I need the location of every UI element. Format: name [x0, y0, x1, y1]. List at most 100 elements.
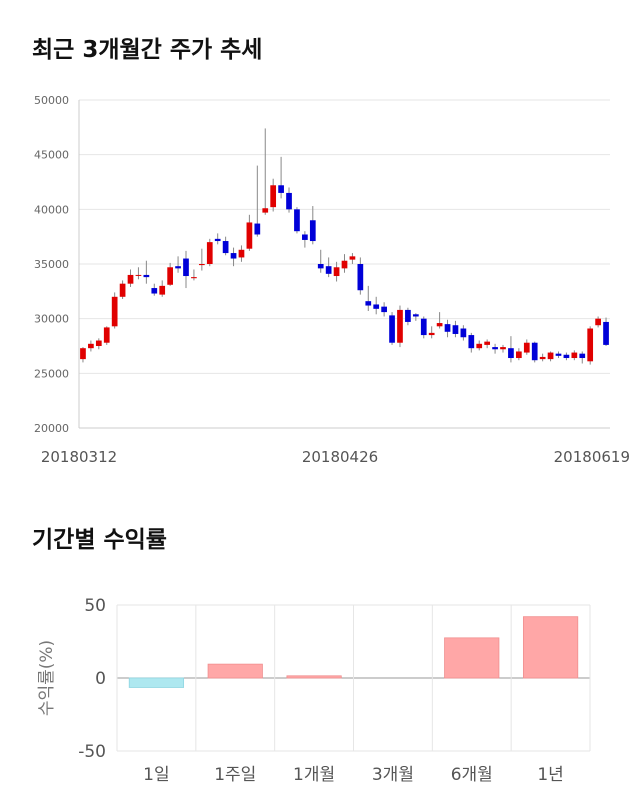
candle — [143, 260, 150, 284]
candle — [516, 348, 522, 361]
candle-body — [230, 253, 237, 259]
candle-body — [183, 258, 189, 277]
candle-body — [365, 301, 372, 306]
candle — [175, 256, 181, 273]
candle — [270, 178, 277, 212]
candle — [523, 339, 530, 355]
x-tick-label: 20180312 — [41, 448, 117, 466]
candle — [563, 352, 570, 361]
x-tick-label: 1개월 — [293, 765, 335, 785]
candle-body — [571, 352, 578, 359]
candle-body — [302, 234, 308, 240]
candle — [103, 326, 110, 345]
candle-body — [579, 353, 586, 359]
candle-body — [159, 285, 166, 295]
candle-body — [412, 314, 419, 317]
candle-body — [206, 242, 213, 264]
candle-body — [175, 266, 181, 269]
candle-body — [278, 185, 284, 193]
candle — [365, 285, 372, 312]
candle — [111, 292, 118, 329]
candle — [428, 326, 435, 339]
candle-body — [151, 288, 158, 294]
candle-body — [214, 238, 221, 242]
candle — [555, 351, 562, 359]
bar — [286, 675, 342, 679]
candle — [484, 339, 491, 349]
candle-body — [88, 343, 94, 349]
candle-body — [143, 274, 150, 278]
candle-body — [80, 348, 86, 360]
candle-body — [167, 267, 173, 285]
candle-body — [389, 315, 395, 343]
candle — [444, 319, 451, 338]
candle-body — [500, 347, 506, 350]
y-axis-label: 수익률(%) — [37, 640, 57, 716]
bar-gridlines — [116, 604, 591, 752]
candle — [222, 236, 229, 256]
period-return-title: 기간별 수익률 — [32, 527, 167, 553]
candle-body — [294, 209, 300, 232]
candle-body — [262, 208, 269, 213]
candle-body — [286, 192, 292, 210]
candle-body — [309, 220, 316, 242]
candle-body — [587, 328, 594, 362]
candle-body — [357, 264, 364, 291]
candle — [603, 317, 609, 346]
x-tick-label: 20180619 — [554, 448, 630, 466]
candle-body — [452, 325, 459, 334]
candle-body — [516, 351, 522, 359]
candle — [468, 332, 475, 353]
candle-body — [222, 241, 229, 254]
candle-body — [317, 264, 324, 269]
candle — [349, 253, 356, 264]
candle-body — [436, 323, 443, 327]
candle — [183, 250, 189, 289]
y-tick-label: 50 — [84, 596, 106, 616]
y-tick-label: 0 — [95, 669, 106, 689]
bar — [522, 616, 579, 679]
candle — [278, 156, 284, 199]
candle-body — [191, 277, 197, 279]
candle-body — [595, 318, 601, 326]
candle — [302, 231, 308, 248]
candle-body — [238, 249, 245, 258]
candle-body — [127, 274, 134, 284]
candle-body — [405, 309, 411, 322]
candle-body — [95, 340, 102, 346]
candle — [127, 269, 134, 287]
candle-body — [484, 341, 491, 345]
bar-series — [128, 616, 579, 688]
x-tick-label: 1주일 — [214, 765, 256, 785]
candle-body — [460, 328, 467, 338]
candle-body — [531, 342, 538, 361]
candle-body — [547, 352, 554, 360]
candle-body — [492, 347, 498, 350]
candle-body — [111, 296, 118, 327]
candle — [135, 267, 142, 280]
candle-body — [381, 306, 387, 313]
stock-trend-title: 최근 3개월간 주가 추세 — [32, 37, 263, 63]
candle — [531, 341, 538, 363]
candle-body — [563, 354, 570, 359]
candle — [159, 280, 166, 297]
candle-body — [508, 348, 514, 359]
candle — [381, 302, 387, 317]
candle-body — [333, 267, 340, 277]
candle-body — [476, 343, 483, 349]
candle — [595, 316, 601, 328]
y-tick-label: -50 — [78, 742, 106, 762]
x-tick-label: 6개월 — [451, 765, 493, 785]
candle — [246, 214, 253, 251]
candle-body — [341, 260, 348, 269]
bar — [444, 637, 500, 679]
candle-body — [420, 318, 427, 336]
candle — [238, 245, 245, 262]
candle-body — [254, 223, 261, 235]
candle — [571, 350, 578, 361]
candle — [476, 340, 483, 351]
y-tick-label: 35000 — [34, 258, 69, 271]
candle-body — [468, 335, 475, 349]
candle — [357, 257, 364, 295]
